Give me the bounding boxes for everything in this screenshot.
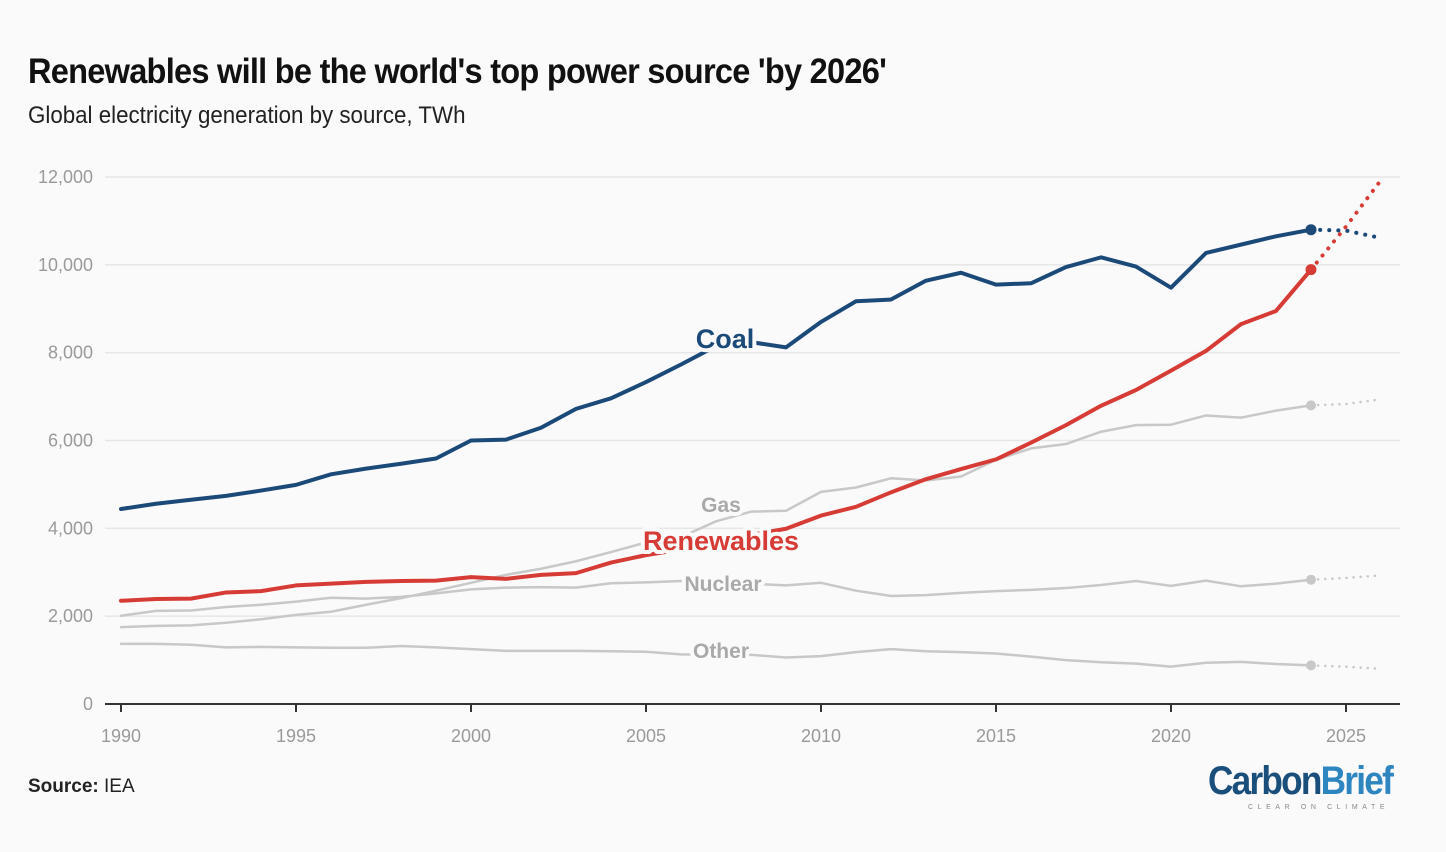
source-label: Source:: [28, 776, 99, 797]
source-value: IEA: [104, 776, 135, 797]
coal-forecast-line: [1309, 227, 1383, 241]
chart-title: Renewables will be the world's top power…: [28, 52, 887, 91]
x-tick-label: 1990: [101, 726, 141, 746]
x-tick-label: 2010: [801, 726, 841, 746]
chart-subtitle: Global electricity generation by source,…: [28, 102, 466, 129]
gas-2024-marker: [1306, 400, 1316, 411]
x-axis: 1990 1995 2000 2005 2010 2015 2020 2025: [101, 703, 1400, 746]
coal-label: Coal: [696, 324, 755, 354]
logo-carbon: Carbon: [1208, 759, 1322, 803]
renewables-line: [119, 267, 1313, 603]
x-tick-label: 2020: [1151, 726, 1191, 746]
other-line: [119, 642, 1313, 668]
coal-line: [119, 227, 1313, 512]
y-tick-label: 10,000: [38, 255, 93, 275]
gas-label: Gas: [701, 494, 741, 517]
x-tick-label: 2005: [626, 726, 666, 746]
coal-2024-marker: [1305, 224, 1317, 236]
renewables-2024-marker: [1305, 264, 1317, 276]
other-label: Other: [693, 640, 749, 663]
logo-tagline: CLEAR ON CLIMATE: [1248, 804, 1390, 811]
logo-brief: Brief: [1320, 759, 1394, 803]
x-tick-label: 2025: [1326, 726, 1366, 746]
renewables-label: Renewables: [643, 526, 799, 556]
series-lines: [119, 178, 1383, 671]
nuclear-line: [119, 578, 1313, 617]
gridlines: [105, 176, 1400, 617]
nuclear-label: Nuclear: [684, 573, 761, 596]
y-axis-ticks: 0 2,000 4,000 6,000 8,000 10,000 12,000: [38, 167, 93, 714]
y-tick-label: 6,000: [48, 431, 93, 451]
x-tick-label: 2000: [451, 726, 491, 746]
y-tick-label: 12,000: [38, 167, 93, 187]
x-tick-label: 1995: [276, 726, 316, 746]
x-tick-label: 2015: [976, 726, 1016, 746]
source-note: Source: IEA: [28, 776, 135, 798]
y-tick-label: 8,000: [48, 343, 93, 363]
y-tick-label: 0: [83, 694, 93, 714]
other-forecast-line: [1309, 664, 1383, 671]
nuclear-2024-marker: [1306, 574, 1316, 585]
renewables-forecast-line: [1309, 178, 1383, 272]
carbon-brief-logo: CarbonBrief CLEAR ON CLIMATE: [1208, 760, 1408, 811]
y-tick-label: 4,000: [48, 518, 93, 538]
y-tick-label: 2,000: [48, 606, 93, 626]
series-labels: Coal Renewables Gas Nuclear Other: [639, 320, 803, 667]
gas-line: [119, 404, 1313, 629]
nuclear-forecast-line: [1309, 574, 1383, 581]
gas-forecast-line: [1309, 397, 1383, 407]
other-2024-marker: [1306, 660, 1316, 671]
